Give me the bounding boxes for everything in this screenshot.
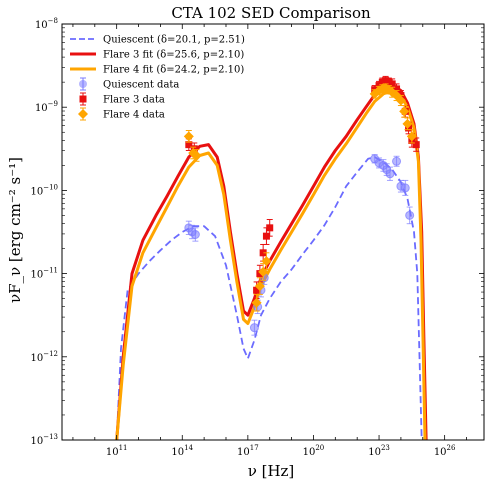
y-axis-label: νF_ν [erg cm⁻² s⁻¹] xyxy=(6,157,24,303)
data-point-diamond xyxy=(251,297,262,308)
data-point-square xyxy=(412,141,420,149)
legend-swatch-diamond xyxy=(78,109,88,119)
x-tick-label: 1014 xyxy=(171,444,193,458)
legend-swatch-circle xyxy=(79,80,87,88)
data-point-diamond xyxy=(183,131,194,142)
data-point-square xyxy=(405,124,413,132)
data-point-circle xyxy=(400,183,410,193)
y-tick-label: 10−12 xyxy=(30,350,58,364)
axes-frame xyxy=(61,23,485,441)
data-point-square xyxy=(185,141,193,149)
data-point-circle xyxy=(405,210,415,220)
data-point-square xyxy=(190,145,198,153)
data-point-square xyxy=(266,224,274,232)
x-axis-label: ν [Hz] xyxy=(248,462,295,480)
data-point-diamond xyxy=(399,106,410,117)
data-point-square xyxy=(262,232,270,240)
data-point-square xyxy=(393,85,401,93)
y-tick-label: 10−11 xyxy=(30,267,58,281)
x-tick-label: 1011 xyxy=(106,444,128,458)
legend: Quiescent (δ=20.1, p=2.51) Flare 3 fit (δ… xyxy=(70,35,245,121)
data-point-square xyxy=(259,249,267,257)
y-tick-label: 10−9 xyxy=(35,100,58,114)
legend-label: Flare 3 fit (δ=25.6, p=2.10) xyxy=(103,50,244,61)
data-point-square xyxy=(253,286,261,294)
axes: 1011 1014 1017 1020 1023 1026 10−13 10−12 10−11 1… xyxy=(30,17,485,458)
data-point-square xyxy=(388,80,396,88)
legend-swatch-square xyxy=(79,95,87,103)
legend-label: Flare 3 data xyxy=(103,95,165,106)
legend-label: Quiescent data xyxy=(103,80,179,91)
model-line-1 xyxy=(115,83,428,440)
x-tick-label: 1026 xyxy=(434,444,456,458)
plot-clip xyxy=(115,75,428,440)
legend-label: Quiescent (δ=20.1, p=2.51) xyxy=(103,35,245,46)
data-point-diamond xyxy=(402,118,413,129)
data-point-circle xyxy=(392,156,402,166)
model-line-2 xyxy=(115,89,427,440)
data-point-circle xyxy=(190,229,200,239)
y-tick-label: 10−10 xyxy=(30,183,58,197)
data-point-diamond xyxy=(191,150,202,161)
x-tick-label: 1017 xyxy=(237,444,259,458)
plot-area xyxy=(115,75,428,440)
x-tick-label: 1020 xyxy=(303,444,325,458)
data-point-circle xyxy=(385,169,395,179)
y-tick-label: 10−8 xyxy=(35,17,58,31)
chart-title: CTA 102 SED Comparison xyxy=(171,4,371,22)
data-point-diamond xyxy=(395,95,406,106)
legend-label: Flare 4 data xyxy=(103,110,165,121)
data-point-diamond xyxy=(406,131,417,142)
y-tick-label: 10−13 xyxy=(30,433,58,447)
legend-label: Flare 4 fit (δ=24.2, p=2.10) xyxy=(103,65,244,76)
model-line-0 xyxy=(115,156,423,440)
data-point-circle xyxy=(249,323,259,333)
x-tick-label: 1023 xyxy=(368,444,390,458)
data-point-diamond xyxy=(261,256,272,267)
data-point-diamond xyxy=(254,281,265,292)
